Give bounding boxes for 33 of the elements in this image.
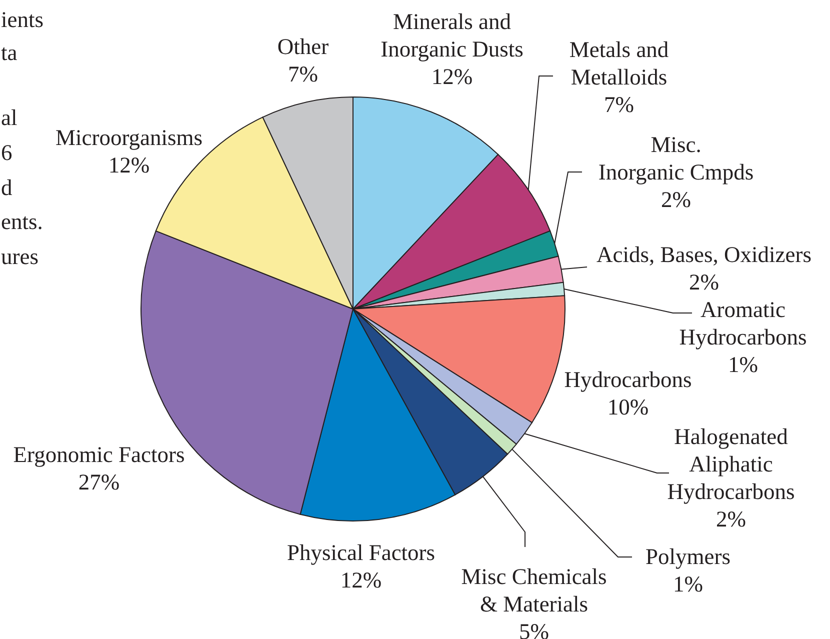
- text: 6: [1, 140, 12, 165]
- slice-label: Physical Factors: [286, 540, 436, 565]
- slice-label: Ergonomic Factors: [13, 442, 185, 467]
- text: d: [1, 175, 12, 200]
- data-label: 7%: [288, 62, 318, 86]
- slice-label: Other: [277, 34, 330, 59]
- data-label: 1%: [728, 352, 758, 377]
- slice-label: Metals and Metalloids: [569, 37, 669, 90]
- text: ures: [1, 244, 38, 269]
- data-label: 12%: [108, 152, 150, 178]
- text: ents.: [1, 209, 43, 234]
- slice-label: Aromatic Hydrocarbons: [679, 297, 807, 350]
- text: al: [1, 105, 18, 130]
- data-label: 7%: [604, 92, 634, 117]
- data-label: 27%: [78, 470, 120, 494]
- text: ients: [1, 7, 44, 32]
- slice-label: Misc. Inorganic Cmpds: [598, 132, 754, 184]
- slice-label: Halogenated Aliphatic Hydrocarbons: [667, 424, 795, 504]
- slice-label: Polymers: [645, 544, 731, 569]
- slice-label: Minerals and Inorganic Dusts: [380, 9, 524, 62]
- data-label: 2%: [689, 270, 719, 294]
- data-label: 2%: [716, 506, 746, 532]
- slice-label: Microorganisms: [55, 125, 203, 150]
- slice-label: Misc Chemicals & Materials: [461, 564, 607, 616]
- slice-label: Acids, Bases, Oxidizers: [596, 242, 812, 267]
- slice-label: Hydrocarbons: [564, 367, 692, 392]
- data-label: 2%: [661, 187, 691, 212]
- data-label: 5%: [519, 619, 549, 639]
- data-label: 12%: [340, 568, 382, 592]
- data-label: 10%: [607, 394, 649, 420]
- text: ta: [1, 40, 18, 65]
- data-label: 1%: [673, 572, 703, 596]
- data-label: 12%: [431, 64, 473, 89]
